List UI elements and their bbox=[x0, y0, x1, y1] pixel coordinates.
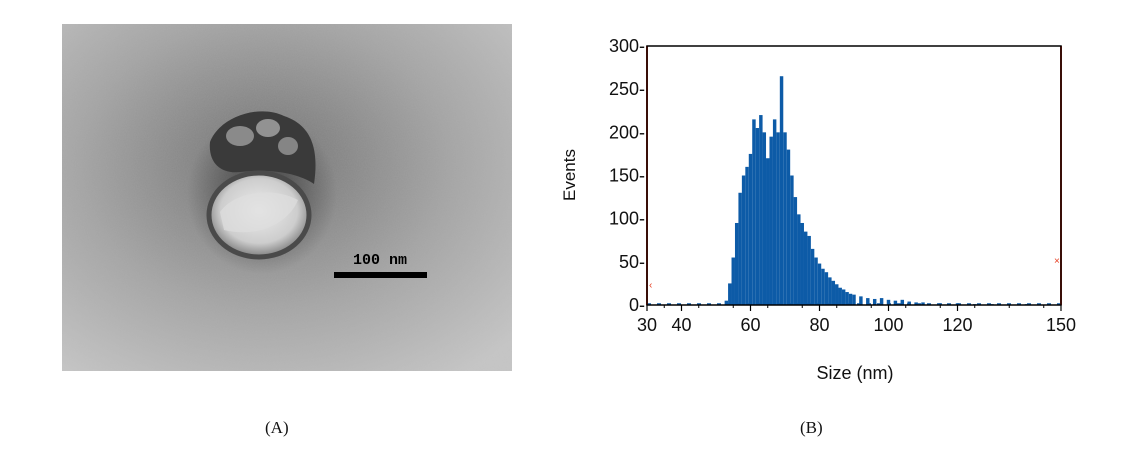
scale-bar-label: 100 nm bbox=[353, 252, 407, 269]
histogram-bar bbox=[752, 119, 756, 305]
y-tick-label: 0- bbox=[629, 295, 645, 315]
histogram-bar bbox=[803, 231, 808, 305]
x-tick-label: 150 bbox=[1046, 315, 1076, 335]
histogram-bar bbox=[741, 175, 746, 305]
y-tick-label: 50- bbox=[619, 252, 645, 272]
x-tick-label: 60 bbox=[740, 315, 760, 335]
y-tick-label: 250- bbox=[609, 79, 645, 99]
gate-handle-left: ‹ bbox=[649, 280, 652, 291]
histogram-bar bbox=[893, 300, 898, 305]
histogram-bar bbox=[810, 248, 815, 305]
histogram-bar bbox=[772, 119, 777, 305]
histogram-bar bbox=[845, 292, 849, 305]
histogram-bar bbox=[835, 284, 839, 305]
histogram-bar bbox=[779, 76, 784, 305]
histogram-bar bbox=[814, 257, 818, 305]
histogram-bar bbox=[821, 268, 825, 305]
y-tick-label: 300- bbox=[609, 36, 645, 56]
histogram-bar bbox=[786, 149, 791, 305]
axes bbox=[646, 45, 1062, 306]
histogram-bar bbox=[800, 222, 804, 305]
histogram-bars bbox=[647, 76, 1061, 305]
histogram-bar bbox=[921, 302, 925, 305]
histogram-bar bbox=[776, 132, 780, 305]
histogram-bar bbox=[769, 136, 773, 305]
histogram-bar bbox=[838, 287, 842, 305]
histogram-bar bbox=[866, 298, 870, 305]
histogram-bar bbox=[748, 153, 753, 305]
histogram-bar bbox=[841, 289, 846, 305]
x-tick-label: 30 bbox=[637, 315, 657, 335]
size-histogram: ‹ × 30 40 60 80 100 120 150 0- 50- 100- 150- 200- 25… bbox=[560, 36, 1076, 383]
histogram-bar bbox=[828, 277, 832, 305]
x-tick-label: 80 bbox=[809, 315, 829, 335]
histogram-bar bbox=[745, 166, 749, 305]
histogram-bar bbox=[790, 175, 794, 305]
tem-micrograph: 100 nm bbox=[62, 24, 512, 371]
histogram-bar bbox=[728, 283, 732, 305]
histogram-bar bbox=[852, 294, 856, 305]
histogram-bar bbox=[797, 214, 801, 305]
histogram-bar bbox=[848, 293, 853, 305]
histogram-bar bbox=[738, 192, 742, 305]
histogram-bar bbox=[766, 158, 770, 305]
histogram-bar bbox=[731, 257, 735, 305]
histogram-bar bbox=[914, 302, 918, 305]
y-axis-label: Events bbox=[560, 149, 579, 201]
histogram-bar bbox=[824, 272, 829, 305]
histogram-bar bbox=[724, 300, 729, 305]
histogram-bar bbox=[831, 280, 836, 305]
plot-frame bbox=[646, 45, 1062, 306]
y-tick-label: 150- bbox=[609, 166, 645, 186]
y-tick-label: 200- bbox=[609, 122, 645, 142]
histogram-bar bbox=[817, 263, 822, 305]
y-tick-label: 100- bbox=[609, 209, 645, 229]
plot-area bbox=[647, 46, 1061, 305]
x-ticks: 30 40 60 80 100 120 150 bbox=[637, 305, 1076, 335]
x-tick-label: 120 bbox=[942, 315, 972, 335]
histogram-bar bbox=[886, 299, 891, 305]
histogram-bar bbox=[879, 298, 884, 305]
gate-handle-right: × bbox=[1054, 256, 1060, 267]
histogram-bar bbox=[900, 299, 905, 305]
histogram-bar bbox=[762, 132, 767, 305]
histogram-bar bbox=[734, 222, 739, 305]
x-tick-label: 40 bbox=[671, 315, 691, 335]
histogram-bar bbox=[872, 298, 877, 305]
y-ticks: 0- 50- 100- 150- 200- 250- 300- bbox=[609, 36, 645, 315]
histogram-bar bbox=[783, 132, 787, 305]
histogram-bar bbox=[759, 115, 763, 305]
caption-a: (A) bbox=[265, 418, 289, 437]
histogram-bar bbox=[807, 235, 811, 305]
histogram-bar bbox=[859, 296, 863, 305]
histogram-bar bbox=[793, 197, 798, 305]
scale-bar bbox=[334, 272, 427, 278]
caption-b: (B) bbox=[800, 418, 823, 437]
x-tick-label: 100 bbox=[873, 315, 903, 335]
x-axis-label: Size (nm) bbox=[816, 363, 893, 383]
histogram-bar bbox=[755, 128, 760, 305]
